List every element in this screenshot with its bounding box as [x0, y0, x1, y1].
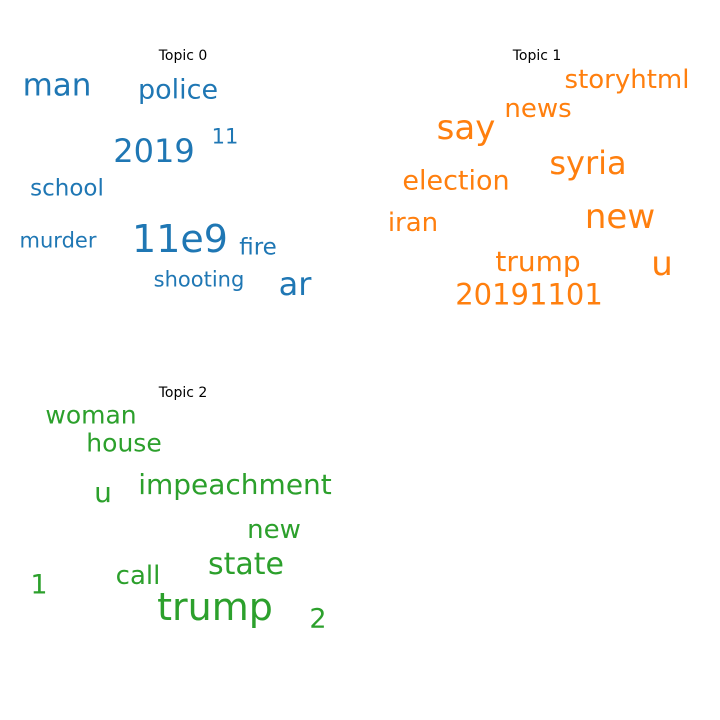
topic-2-word-8: trump	[157, 585, 273, 629]
topic-0-word-7: murder	[19, 228, 97, 253]
topic-1-word-4: election	[402, 165, 510, 197]
topic-2-word-7: 1	[30, 569, 48, 601]
topic-0-word-4: school	[30, 175, 104, 202]
topic-2-word-4: new	[247, 515, 301, 545]
topic-2-word-2: impeachment	[138, 468, 332, 501]
topic-2-title: Topic 2	[158, 385, 208, 401]
topic-2-word-5: state	[208, 547, 284, 582]
topic-0-word-8: shooting	[153, 267, 245, 292]
topic-1-word-2: say	[436, 108, 496, 148]
topic-0-word-2: 2019	[113, 132, 195, 170]
topic-0-word-9: ar	[278, 265, 312, 303]
topic-0-word-6: fire	[239, 234, 277, 261]
topic-1-word-5: new	[584, 197, 656, 237]
topic-1-word-7: u	[651, 244, 673, 284]
topic-0-title: Topic 0	[158, 48, 208, 64]
topic-1-word-6: iran	[387, 208, 439, 238]
topic-1-word-0: storyhtml	[564, 65, 690, 95]
topic-0-word-0: man	[22, 67, 92, 104]
topic-0-word-5: 11e9	[132, 217, 228, 261]
topic-0-word-1: police	[137, 74, 219, 106]
topic-1-word-1: news	[504, 94, 572, 124]
topic-2-word-1: house	[86, 428, 162, 458]
topic-2-word-6: call	[115, 561, 161, 591]
topic-1-word-8: trump	[495, 245, 581, 278]
topic-2-word-9: 2	[309, 603, 327, 635]
topic-2-word-0: woman	[45, 400, 137, 430]
topic-1-title: Topic 1	[512, 48, 562, 64]
topic-0-word-3: 11	[211, 124, 239, 149]
topic-1-word-3: syria	[549, 144, 627, 182]
topic-2-word-3: u	[94, 476, 112, 509]
topic-1-word-9: 20191101	[455, 277, 603, 312]
